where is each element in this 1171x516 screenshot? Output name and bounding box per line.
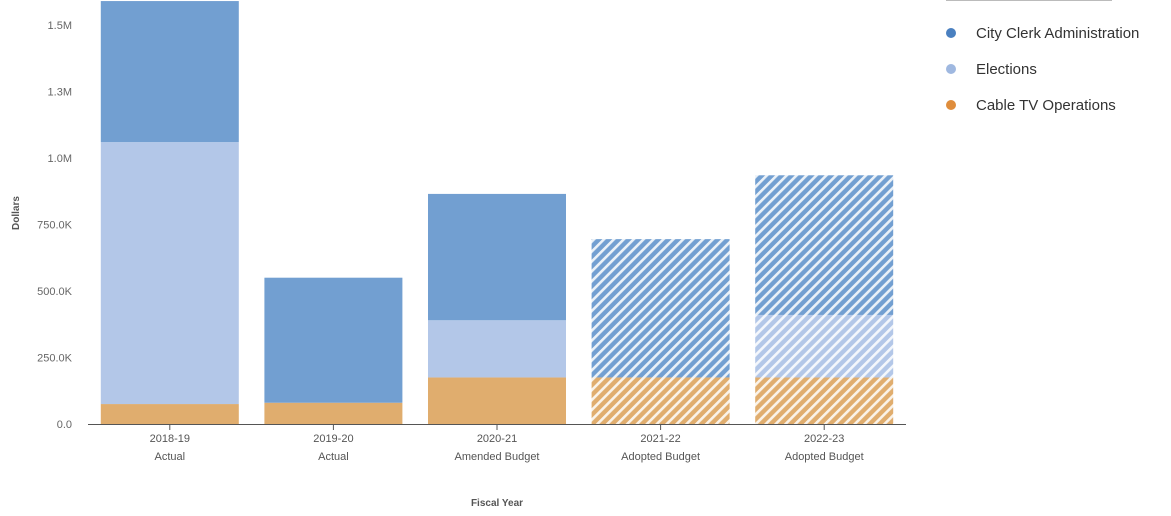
bars-group — [100, 1, 894, 424]
bar-segment[interactable] — [755, 175, 894, 315]
bar-segment[interactable] — [100, 142, 239, 405]
x-tick-sublabel: Adopted Budget — [621, 451, 700, 463]
y-tick-label: 1.0M — [48, 153, 72, 165]
x-axis-title: Fiscal Year — [471, 498, 523, 509]
y-tick-label: 0.0 — [57, 419, 72, 431]
x-tick-sublabel: Actual — [318, 451, 349, 463]
bar-segment[interactable] — [428, 377, 566, 424]
legend-label: Elections — [976, 60, 1037, 78]
bar-segment[interactable] — [755, 314, 894, 378]
bar-segment[interactable] — [264, 402, 403, 424]
legend-item[interactable]: Cable TV Operations — [946, 87, 1171, 123]
bar-segment[interactable] — [100, 1, 239, 143]
legend-label: City Clerk Administration — [976, 24, 1140, 42]
bar-segment[interactable] — [100, 404, 239, 424]
y-tick-label: 250.0K — [37, 353, 73, 365]
legend-divider — [946, 0, 1112, 1]
stacked-bar-chart: 0.0 250.0K 500.0K 750.0K 1.0M 1.3M 1.5M 2018-1… — [11, 1, 906, 509]
y-axis-title: Dollars — [11, 196, 22, 230]
x-tick-label: 2019-20 — [313, 433, 353, 445]
bar-segment[interactable] — [755, 377, 894, 424]
legend-dot-icon — [946, 28, 956, 38]
legend-label: Cable TV Operations — [976, 96, 1116, 114]
legend-dot-icon — [946, 64, 956, 74]
legend-items: City Clerk Administration Elections Cable … — [946, 15, 1171, 123]
bar-segment[interactable] — [264, 277, 403, 403]
y-tick-label: 1.5M — [48, 20, 72, 32]
y-axis-ticks: 0.0 250.0K 500.0K 750.0K 1.0M 1.3M 1.5M — [37, 20, 73, 431]
bar-segment[interactable] — [428, 193, 566, 321]
legend-dot-icon — [946, 100, 956, 110]
x-tick-label: 2020-21 — [477, 433, 517, 445]
x-tick-sublabel: Adopted Budget — [785, 451, 864, 463]
bar-segment[interactable] — [591, 239, 730, 378]
bar-segment[interactable] — [428, 320, 566, 378]
x-tick-label: 2022-23 — [804, 433, 844, 445]
legend: City Clerk Administration Elections Cable … — [946, 0, 1171, 123]
x-axis-ticks: 2018-19 Actual 2019-20 Actual 2020-21 Amended… — [150, 424, 864, 463]
y-tick-label: 1.3M — [48, 87, 72, 99]
x-tick-sublabel: Amended Budget — [454, 451, 539, 463]
x-tick-label: 2018-19 — [150, 433, 190, 445]
legend-item[interactable]: Elections — [946, 51, 1171, 87]
legend-item[interactable]: City Clerk Administration — [946, 15, 1171, 51]
x-tick-sublabel: Actual — [155, 451, 186, 463]
y-tick-label: 750.0K — [37, 220, 73, 232]
y-tick-label: 500.0K — [37, 286, 73, 298]
x-tick-label: 2021-22 — [640, 433, 680, 445]
bar-segment[interactable] — [591, 377, 730, 424]
